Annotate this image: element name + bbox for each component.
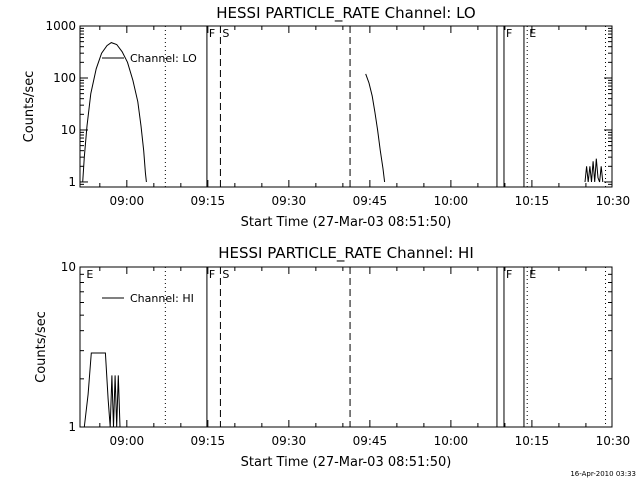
- y-tick-label: 10: [61, 260, 76, 274]
- y-tick-label: 1: [68, 175, 76, 189]
- chart-panel-1: HESSI PARTICLE_RATE Channel: LO Start Tim…: [22, 4, 630, 230]
- chart-panel-2: HESSI PARTICLE_RATE Channel: HI Start Tim…: [34, 244, 630, 470]
- marker-label: F: [209, 27, 215, 40]
- x-tick-label: 10:15: [515, 434, 550, 448]
- series-line: [83, 352, 121, 428]
- y-tick-label: 100: [53, 71, 76, 85]
- marker-label: S: [222, 27, 229, 40]
- marker-label: E: [529, 268, 536, 281]
- generation-timestamp: 16-Apr-2010 03:33: [570, 470, 636, 478]
- x-tick-label: 10:15: [515, 194, 550, 208]
- legend-entry: Channel: HI: [130, 292, 194, 305]
- x-tick-label: 09:30: [272, 434, 307, 448]
- x-tick-label: 10:00: [434, 194, 469, 208]
- x-tick-label: 10:30: [596, 434, 631, 448]
- marker-label: E: [86, 268, 93, 281]
- x-tick-label: 09:00: [110, 434, 145, 448]
- marker-label: F: [209, 268, 215, 281]
- x-axis-label: Start Time (27-Mar-03 08:51:50): [241, 215, 452, 230]
- marker-label: F: [506, 268, 512, 281]
- x-tick-label: 09:45: [353, 434, 388, 448]
- y-axis-label: Counts/sec: [34, 311, 49, 383]
- y-tick-label: 1000: [45, 19, 76, 33]
- chart-title: HESSI PARTICLE_RATE Channel: LO: [216, 4, 475, 23]
- plot-frame: [79, 266, 613, 428]
- series-line: [584, 158, 604, 183]
- marker-label: F: [506, 27, 512, 40]
- x-axis-label: Start Time (27-Mar-03 08:51:50): [241, 455, 452, 470]
- chart-title: HESSI PARTICLE_RATE Channel: HI: [218, 244, 474, 263]
- y-tick-label: 1: [68, 420, 76, 434]
- x-tick-label: 09:00: [110, 194, 145, 208]
- y-axis-label: Counts/sec: [22, 71, 37, 143]
- legend-entry: Channel: LO: [130, 52, 197, 65]
- series-line: [82, 42, 147, 183]
- x-tick-label: 09:45: [353, 194, 388, 208]
- x-tick-label: 09:30: [272, 194, 307, 208]
- series-line: [365, 73, 386, 183]
- x-tick-label: 09:15: [191, 434, 226, 448]
- marker-label: S: [222, 268, 229, 281]
- x-tick-label: 09:15: [191, 194, 226, 208]
- x-tick-label: 10:30: [596, 194, 631, 208]
- y-tick-label: 10: [61, 123, 76, 137]
- x-tick-label: 10:00: [434, 434, 469, 448]
- plot-frame: [79, 25, 613, 188]
- marker-label: E: [529, 27, 536, 40]
- chart-panels: HESSI PARTICLE_RATE Channel: LO Start Tim…: [22, 4, 630, 470]
